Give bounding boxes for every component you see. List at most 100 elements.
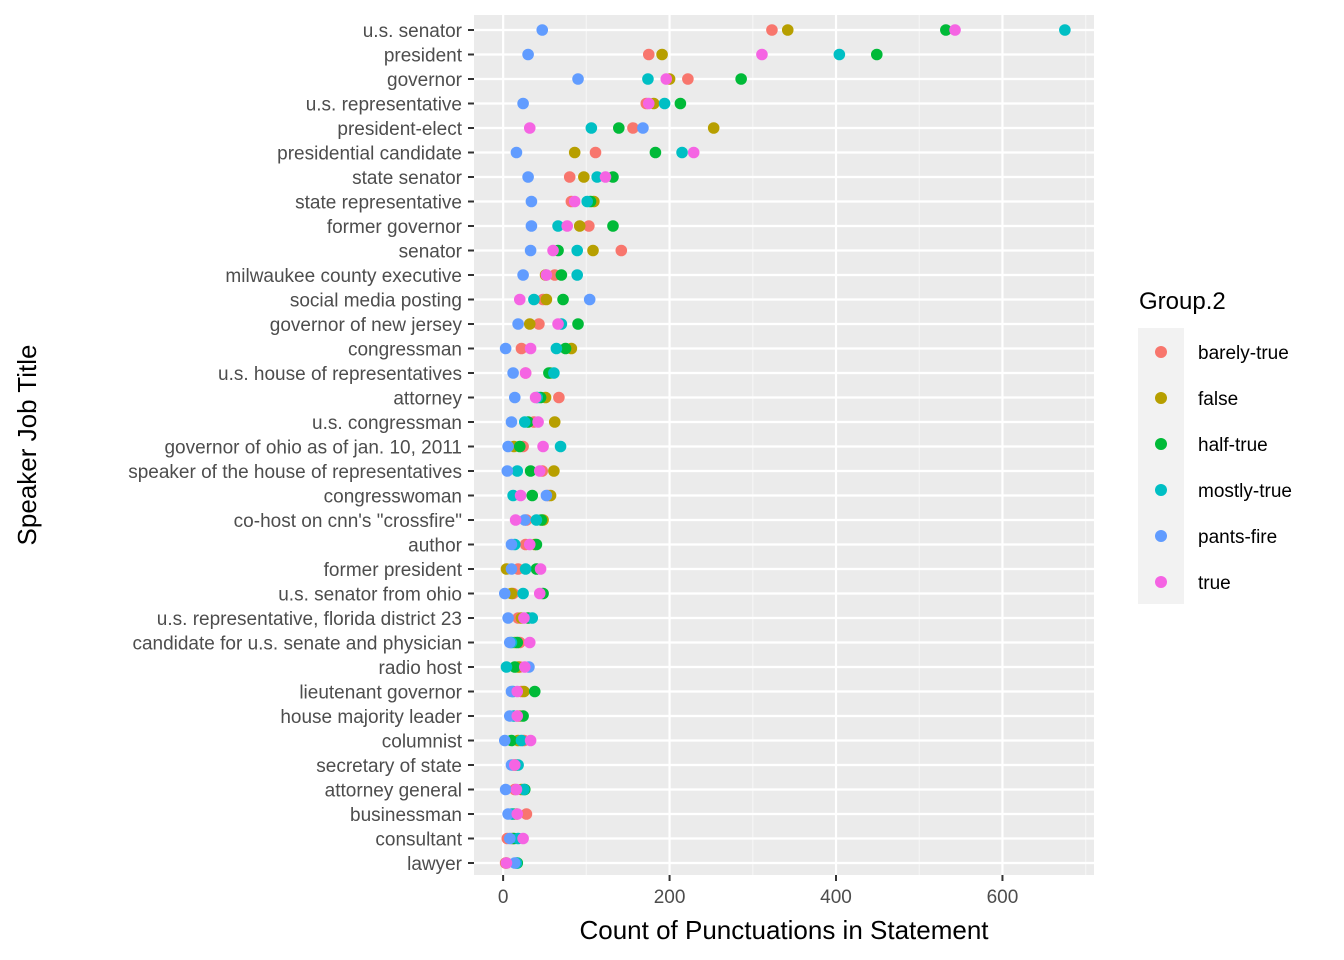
y-tick-label: secretary of state xyxy=(316,756,462,777)
data-point-false xyxy=(523,318,536,330)
data-point-true xyxy=(500,857,513,869)
plot-panel xyxy=(474,15,1094,875)
minor-gridlines xyxy=(585,15,1087,875)
y-tick-label: milwaukee county executive xyxy=(225,266,462,287)
data-point-half-true xyxy=(674,97,687,110)
data-point-true xyxy=(508,759,521,771)
data-point-pants-fire xyxy=(518,514,531,526)
data-point-true xyxy=(552,318,564,330)
data-point-false xyxy=(707,122,720,134)
data-point-mostly-true xyxy=(515,734,528,747)
data-point-true xyxy=(642,97,655,110)
y-tick-label: former president xyxy=(324,560,463,581)
data-point-half-true xyxy=(524,465,537,477)
legend-label-barely-true: barely-true xyxy=(1198,343,1289,364)
data-point-barely-true xyxy=(533,318,545,330)
data-point-true xyxy=(534,563,547,575)
y-tick-label: former governor xyxy=(327,217,463,238)
legend-key-mostly-true xyxy=(1155,484,1167,496)
legend-label-pants-fire: pants-fire xyxy=(1198,527,1277,548)
legend: Group.2 barely-true false half-true mostly-… xyxy=(1138,288,1292,604)
data-point-pants-fire xyxy=(503,832,516,845)
legend-key-background xyxy=(1138,328,1184,604)
data-point-true xyxy=(519,367,532,379)
y-tick-label: speaker of the house of representatives xyxy=(128,462,462,483)
data-point-true xyxy=(537,440,549,453)
data-point-mostly-true xyxy=(833,48,846,61)
y-tick-label: senator xyxy=(399,242,463,263)
data-point-pants-fire xyxy=(505,563,518,575)
legend-label-false: false xyxy=(1198,389,1238,410)
data-point-true xyxy=(533,587,546,600)
data-point-true xyxy=(756,48,768,61)
data-point-true xyxy=(540,269,553,281)
data-point-true xyxy=(523,538,536,551)
x-tick-label: 600 xyxy=(987,887,1019,908)
data-point-barely-true xyxy=(682,73,694,85)
y-tick-label: president xyxy=(384,46,463,67)
data-point-half-true xyxy=(940,24,952,36)
y-tick-label: u.s. senator from ohio xyxy=(278,585,462,606)
data-point-true xyxy=(517,832,529,845)
legend-key-false xyxy=(1155,392,1167,404)
y-axis-title: Speaker Job Title xyxy=(12,345,42,546)
legend-key-barely-true xyxy=(1155,346,1167,358)
data-point-pants-fire xyxy=(572,73,584,85)
data-point-false xyxy=(548,465,560,477)
data-point-true xyxy=(533,465,546,477)
data-point-half-true xyxy=(528,685,541,698)
data-point-false xyxy=(781,24,794,36)
data-point-true xyxy=(513,293,526,306)
data-point-true xyxy=(687,146,700,159)
data-point-pants-fire xyxy=(499,783,512,796)
data-point-half-true xyxy=(508,661,521,673)
data-point-true xyxy=(949,24,961,36)
data-point-half-true xyxy=(513,440,526,453)
data-point-half-true xyxy=(870,48,883,61)
data-point-mostly-true xyxy=(511,465,524,477)
data-point-pants-fire xyxy=(505,416,518,428)
data-point-mostly-true xyxy=(528,293,540,306)
data-point-mostly-true xyxy=(642,73,654,85)
y-tick-label: businessman xyxy=(350,805,462,826)
x-tick-label: 0 xyxy=(498,887,509,908)
data-point-true xyxy=(510,783,523,796)
x-axis: 0 200 400 600 xyxy=(498,875,1018,908)
legend-label-mostly-true: mostly-true xyxy=(1198,481,1292,502)
data-point-true xyxy=(599,171,612,183)
data-point-pants-fire xyxy=(499,342,512,355)
data-point-pants-fire xyxy=(498,587,511,600)
legend-label-true: true xyxy=(1198,573,1231,594)
data-point-half-true xyxy=(735,73,747,85)
data-point-mostly-true xyxy=(526,612,539,624)
legend-title: Group.2 xyxy=(1139,288,1226,315)
data-point-true xyxy=(511,808,524,820)
data-point-true xyxy=(514,489,527,502)
data-point-true xyxy=(523,636,536,649)
data-point-half-true xyxy=(559,342,572,355)
data-point-mostly-true xyxy=(550,342,563,355)
data-point-pants-fire xyxy=(505,538,518,551)
data-point-barely-true xyxy=(627,122,639,134)
y-tick-label: state representative xyxy=(295,193,462,214)
y-tick-label: congresswoman xyxy=(324,487,462,508)
data-point-mostly-true xyxy=(500,661,513,673)
data-point-false xyxy=(568,146,581,159)
data-point-false xyxy=(578,171,590,183)
y-tick-label: u.s. senator xyxy=(363,21,463,42)
data-point-false xyxy=(573,220,586,232)
data-point-true xyxy=(523,122,536,134)
y-tick-label: attorney general xyxy=(325,781,462,802)
data-point-mostly-true xyxy=(591,171,603,183)
data-point-mostly-true xyxy=(517,587,529,600)
data-point-pants-fire xyxy=(522,171,534,183)
y-axis: u.s. senator president governor u.s. repres… xyxy=(128,21,474,875)
data-point-pants-fire xyxy=(536,24,549,36)
data-point-barely-true xyxy=(553,391,565,404)
data-point-true xyxy=(518,612,530,624)
data-point-barely-true xyxy=(520,808,533,820)
y-tick-label: consultant xyxy=(375,830,462,851)
data-points xyxy=(498,24,1071,869)
data-point-half-true xyxy=(555,269,568,281)
